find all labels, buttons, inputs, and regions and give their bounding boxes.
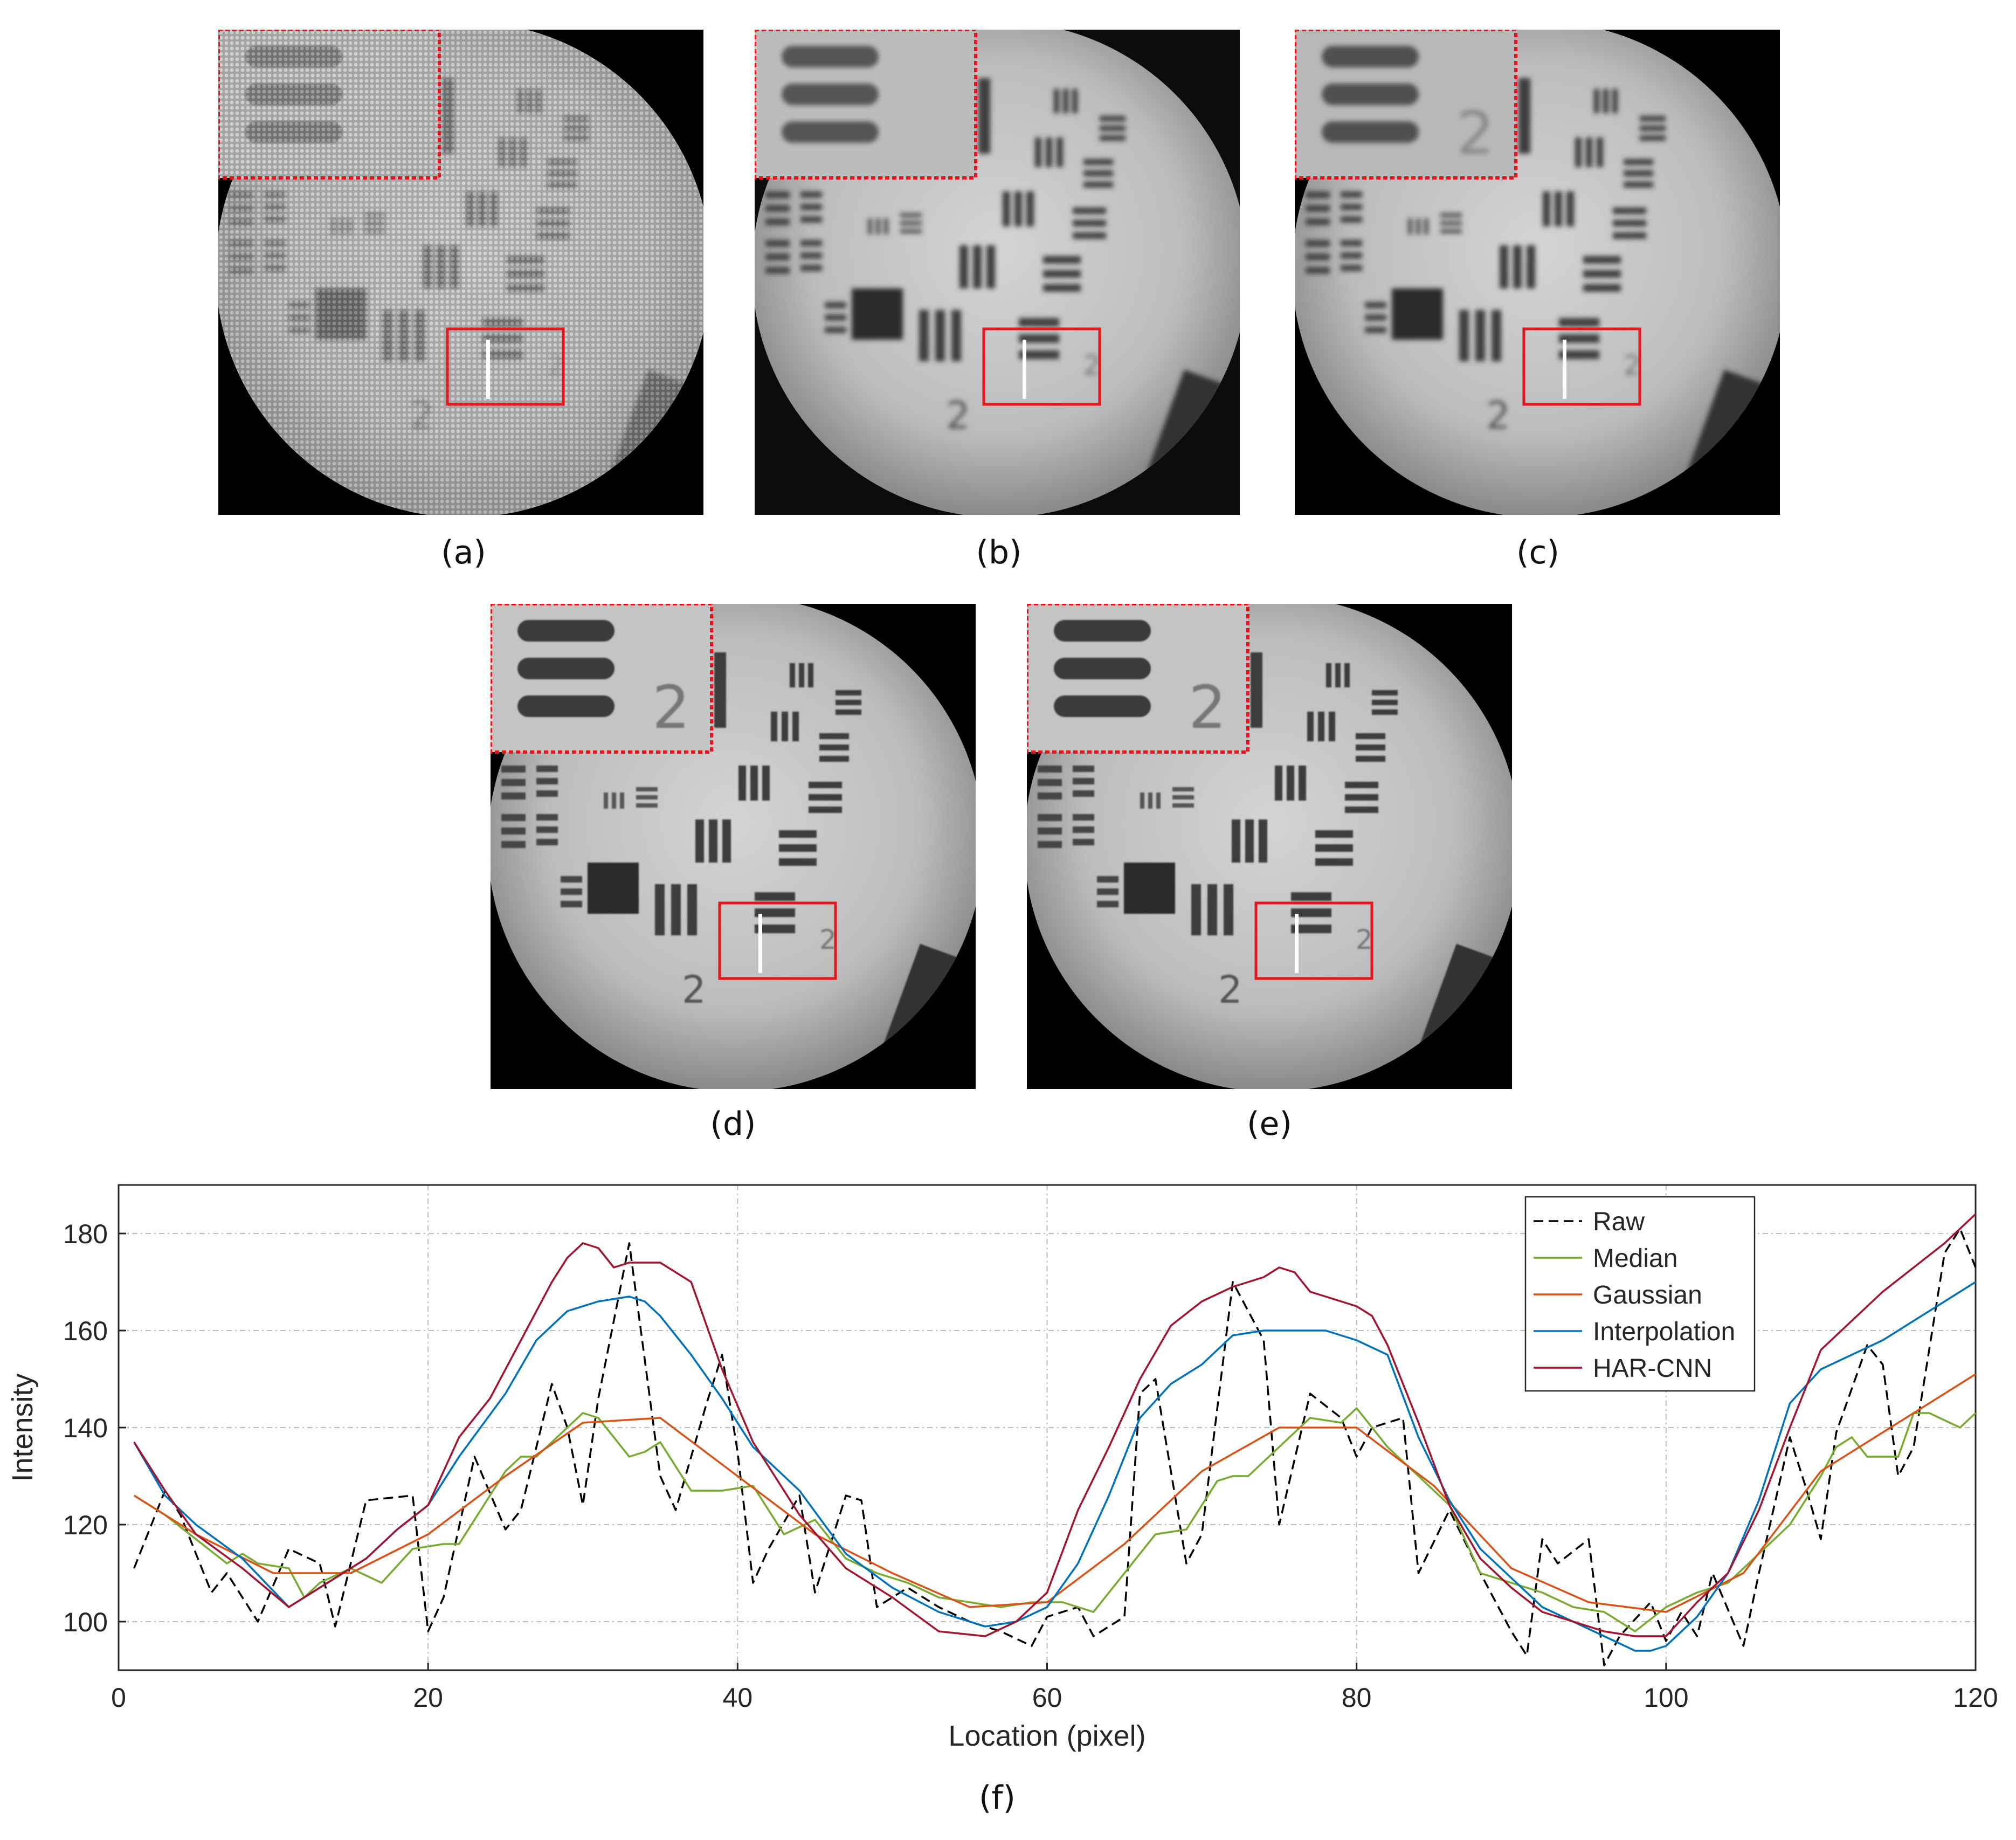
axis-ticks: 0 20 40 60 80 100 120 100 120 140 160 180 [63, 1219, 1998, 1713]
y-tick-label: 120 [63, 1510, 108, 1540]
series-line-har-cnn [133, 1213, 1977, 1637]
legend-label: Interpolation [1593, 1318, 1735, 1346]
y-tick-label: 140 [63, 1413, 108, 1443]
legend-label: HAR-CNN [1593, 1354, 1712, 1383]
y-tick-label: 160 [63, 1316, 108, 1346]
caption-a: (a) [441, 534, 486, 571]
series-lines [133, 1213, 1977, 1666]
caption-b: (b) [976, 534, 1022, 571]
panel-a [218, 30, 703, 515]
series-line-gaussian [133, 1373, 1976, 1613]
panel-b [755, 30, 1240, 515]
series-line-interpolation [133, 1281, 1976, 1652]
caption-d: (d) [710, 1105, 756, 1143]
legend-label: Raw [1593, 1208, 1645, 1236]
x-tick-label: 120 [1953, 1683, 1998, 1713]
endoscope-image-c [1295, 30, 1780, 515]
endoscope-image-b [755, 30, 1240, 515]
y-axis-label: Intensity [6, 1373, 39, 1481]
series-line-raw [133, 1228, 1977, 1666]
x-axis-label: Location (pixel) [948, 1720, 1145, 1752]
caption-c: (c) [1516, 534, 1559, 571]
caption-f: (f) [979, 1779, 1016, 1817]
series-line-median [133, 1407, 1977, 1632]
panel-d [491, 604, 976, 1089]
endoscope-image-d [491, 604, 976, 1089]
x-tick-label: 60 [1032, 1683, 1062, 1713]
endoscope-image-a [218, 30, 703, 515]
x-tick-label: 20 [413, 1683, 443, 1713]
legend-label: Median [1593, 1244, 1677, 1273]
caption-e: (e) [1247, 1105, 1292, 1143]
y-tick-label: 100 [63, 1607, 108, 1637]
y-tick-label: 180 [63, 1219, 108, 1249]
x-tick-label: 0 [111, 1683, 126, 1713]
x-tick-label: 80 [1342, 1683, 1372, 1713]
panel-c [1295, 30, 1780, 515]
legend-label: Gaussian [1593, 1281, 1702, 1310]
legend: Raw Median Gaussian Interpolation HAR-CNN [1524, 1196, 1756, 1392]
x-tick-label: 100 [1644, 1683, 1688, 1713]
intensity-profile-chart: 0 20 40 60 80 100 120 100 120 140 160 180 Location … [6, 1184, 1998, 1752]
x-tick-label: 40 [723, 1683, 753, 1713]
endoscope-image-e [1027, 604, 1512, 1089]
panel-e [1027, 604, 1512, 1089]
